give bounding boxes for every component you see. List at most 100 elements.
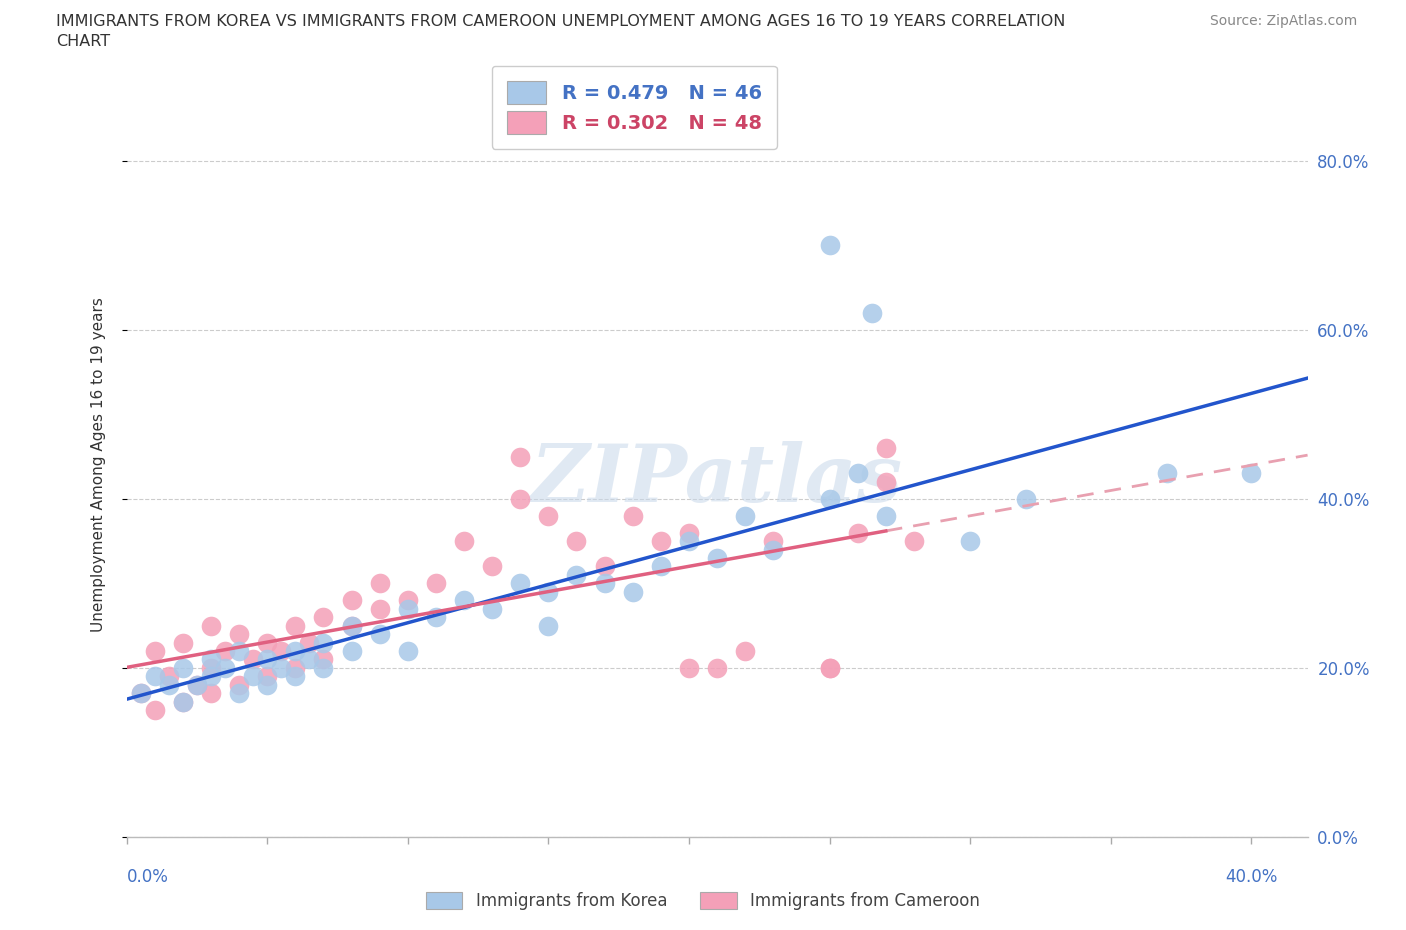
Point	[256, 635, 278, 650]
Point	[818, 238, 841, 253]
Point	[959, 534, 981, 549]
Point	[242, 652, 264, 667]
Point	[368, 602, 391, 617]
Text: CHART: CHART	[56, 34, 110, 49]
Point	[200, 685, 222, 700]
Point	[509, 576, 531, 591]
Point	[903, 534, 925, 549]
Point	[298, 635, 321, 650]
Point	[396, 602, 419, 617]
Text: Source: ZipAtlas.com: Source: ZipAtlas.com	[1209, 14, 1357, 28]
Point	[200, 618, 222, 633]
Point	[143, 703, 166, 718]
Point	[129, 685, 152, 700]
Point	[734, 644, 756, 658]
Point	[425, 576, 447, 591]
Point	[340, 618, 363, 633]
Point	[678, 534, 700, 549]
Point	[256, 652, 278, 667]
Point	[818, 491, 841, 506]
Point	[621, 584, 644, 599]
Point	[200, 669, 222, 684]
Point	[678, 525, 700, 540]
Point	[228, 627, 250, 642]
Point	[453, 534, 475, 549]
Point	[453, 592, 475, 607]
Point	[650, 534, 672, 549]
Point	[172, 695, 194, 710]
Point	[340, 618, 363, 633]
Point	[1240, 466, 1263, 481]
Point	[340, 644, 363, 658]
Point	[650, 559, 672, 574]
Text: 0.0%: 0.0%	[127, 868, 169, 885]
Point	[312, 635, 335, 650]
Point	[284, 669, 307, 684]
Point	[846, 525, 869, 540]
Point	[846, 466, 869, 481]
Point	[157, 677, 180, 692]
Point	[537, 509, 560, 524]
Text: IMMIGRANTS FROM KOREA VS IMMIGRANTS FROM CAMEROON UNEMPLOYMENT AMONG AGES 16 TO : IMMIGRANTS FROM KOREA VS IMMIGRANTS FROM…	[56, 14, 1066, 29]
Point	[706, 551, 728, 565]
Point	[214, 660, 236, 675]
Point	[256, 669, 278, 684]
Point	[157, 669, 180, 684]
Point	[481, 602, 503, 617]
Point	[875, 509, 897, 524]
Point	[860, 305, 883, 320]
Point	[509, 449, 531, 464]
Point	[228, 677, 250, 692]
Point	[143, 669, 166, 684]
Point	[270, 644, 292, 658]
Point	[298, 652, 321, 667]
Point	[143, 644, 166, 658]
Point	[368, 576, 391, 591]
Point	[1156, 466, 1178, 481]
Point	[284, 618, 307, 633]
Text: ZIPatlas: ZIPatlas	[531, 441, 903, 519]
Point	[818, 660, 841, 675]
Point	[425, 610, 447, 625]
Point	[734, 509, 756, 524]
Point	[214, 644, 236, 658]
Point	[242, 669, 264, 684]
Point	[340, 592, 363, 607]
Point	[129, 685, 152, 700]
Point	[593, 559, 616, 574]
Point	[312, 660, 335, 675]
Point	[875, 474, 897, 489]
Point	[396, 592, 419, 607]
Point	[256, 677, 278, 692]
Legend: R = 0.479   N = 46, R = 0.302   N = 48: R = 0.479 N = 46, R = 0.302 N = 48	[492, 65, 778, 150]
Point	[706, 660, 728, 675]
Point	[368, 627, 391, 642]
Point	[593, 576, 616, 591]
Point	[537, 584, 560, 599]
Point	[228, 644, 250, 658]
Point	[200, 660, 222, 675]
Point	[200, 652, 222, 667]
Point	[565, 567, 588, 582]
Point	[537, 618, 560, 633]
Point	[312, 652, 335, 667]
Point	[1015, 491, 1038, 506]
Point	[284, 660, 307, 675]
Y-axis label: Unemployment Among Ages 16 to 19 years: Unemployment Among Ages 16 to 19 years	[91, 298, 105, 632]
Point	[172, 635, 194, 650]
Point	[621, 509, 644, 524]
Point	[565, 534, 588, 549]
Point	[762, 542, 785, 557]
Point	[678, 660, 700, 675]
Legend: Immigrants from Korea, Immigrants from Cameroon: Immigrants from Korea, Immigrants from C…	[419, 885, 987, 917]
Point	[875, 441, 897, 456]
Point	[396, 644, 419, 658]
Point	[818, 660, 841, 675]
Point	[762, 534, 785, 549]
Point	[509, 491, 531, 506]
Point	[172, 695, 194, 710]
Point	[270, 660, 292, 675]
Point	[228, 685, 250, 700]
Point	[284, 644, 307, 658]
Point	[312, 610, 335, 625]
